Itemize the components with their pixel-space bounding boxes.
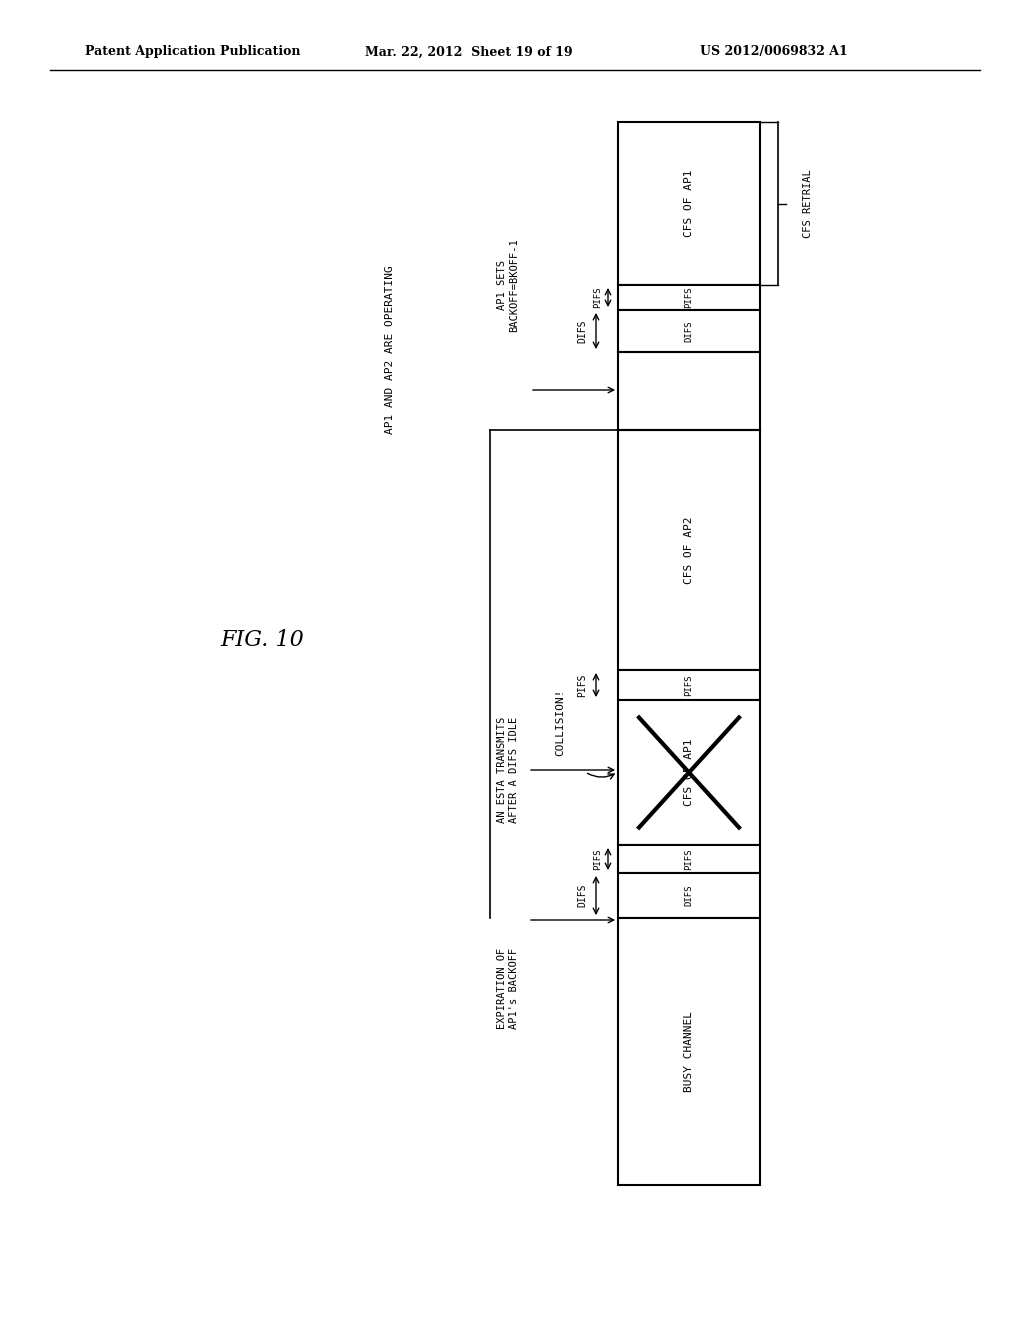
Bar: [618, 121, 760, 285]
Text: Mar. 22, 2012  Sheet 19 of 19: Mar. 22, 2012 Sheet 19 of 19: [365, 45, 572, 58]
Text: PIFS: PIFS: [684, 675, 693, 696]
Text: BUSY CHANNEL: BUSY CHANNEL: [684, 1011, 694, 1092]
Bar: [618, 310, 760, 352]
Bar: [618, 285, 760, 310]
Bar: [618, 917, 760, 1185]
Text: PIFS: PIFS: [577, 673, 587, 697]
Text: Patent Application Publication: Patent Application Publication: [85, 45, 300, 58]
Bar: [618, 845, 760, 873]
Text: DIFS: DIFS: [684, 321, 693, 342]
Text: CFS OF AP2: CFS OF AP2: [684, 516, 694, 583]
Text: PIFS: PIFS: [684, 286, 693, 309]
Text: DIFS: DIFS: [577, 884, 587, 907]
Text: PIFS: PIFS: [594, 286, 602, 309]
Text: DIFS: DIFS: [684, 884, 693, 907]
Text: DIFS: DIFS: [577, 319, 587, 343]
Text: AP1 SETS
BACKOFF=BKOFF-1: AP1 SETS BACKOFF=BKOFF-1: [498, 238, 519, 331]
Bar: [618, 700, 760, 845]
Text: EXPIRATION OF
AP1's BACKOFF: EXPIRATION OF AP1's BACKOFF: [498, 948, 519, 1028]
Text: US 2012/0069832 A1: US 2012/0069832 A1: [700, 45, 848, 58]
Text: FIG. 10: FIG. 10: [220, 630, 304, 651]
Text: AN ESTA TRANSMITS
AFTER A DIFS IDLE: AN ESTA TRANSMITS AFTER A DIFS IDLE: [498, 717, 519, 824]
Bar: [618, 671, 760, 700]
Text: PIFS: PIFS: [594, 849, 602, 870]
Bar: [618, 430, 760, 671]
Text: CFS OF AP1: CFS OF AP1: [684, 170, 694, 238]
Text: COLLISION!: COLLISION!: [555, 688, 565, 756]
Bar: [618, 873, 760, 917]
Text: PIFS: PIFS: [684, 849, 693, 870]
Text: AP1 AND AP2 ARE OPERATING: AP1 AND AP2 ARE OPERATING: [385, 265, 395, 434]
Text: CFS RETRIAL: CFS RETRIAL: [803, 169, 813, 238]
Text: CFS OF AP1: CFS OF AP1: [684, 739, 694, 807]
